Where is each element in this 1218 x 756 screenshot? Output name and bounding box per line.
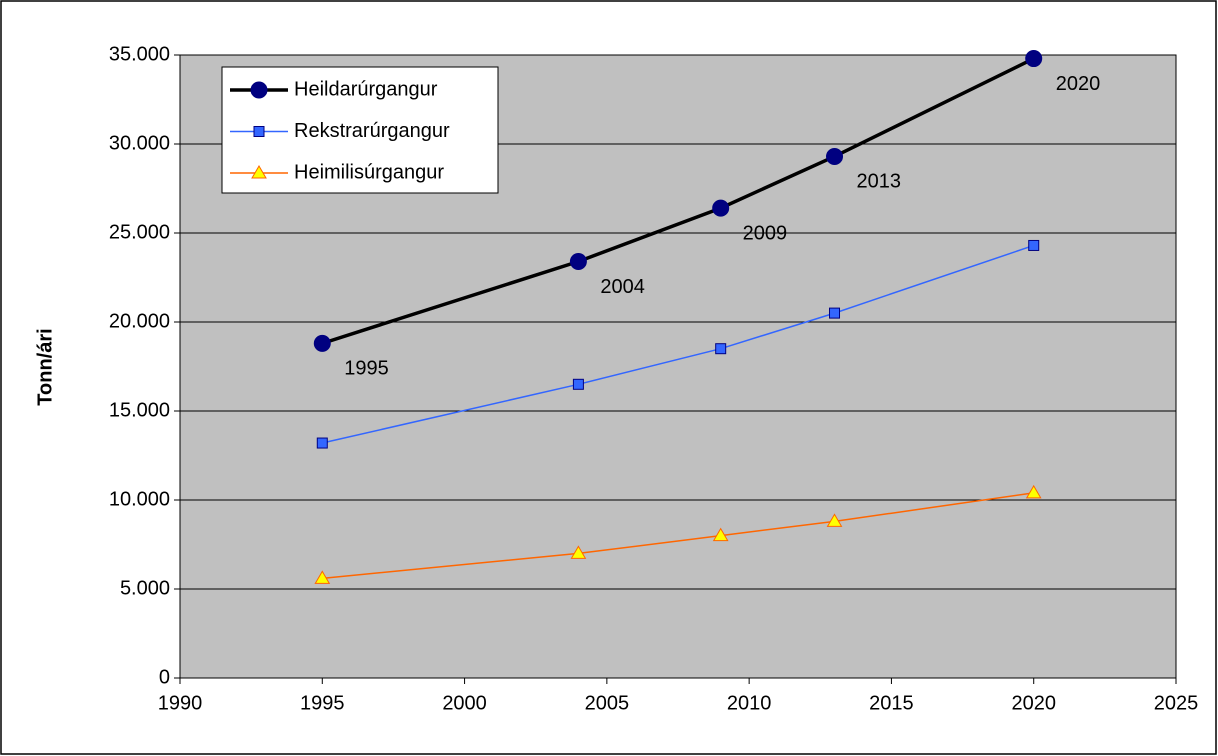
marker — [313, 334, 331, 352]
y-tick-label: 20.000 — [109, 310, 170, 332]
marker — [253, 126, 265, 137]
x-tick-label: 1995 — [300, 692, 345, 714]
marker — [572, 378, 584, 390]
point-annotation: 2013 — [857, 171, 902, 193]
y-tick-label: 0 — [159, 666, 170, 688]
x-tick-label: 2015 — [869, 692, 914, 714]
marker — [826, 147, 844, 165]
y-axis-label: Tonn/ári — [34, 328, 56, 405]
marker — [712, 199, 730, 217]
marker — [1028, 239, 1040, 251]
marker — [569, 252, 587, 270]
marker — [1025, 484, 1042, 499]
point-annotation: 2004 — [600, 276, 645, 298]
point-annotation: 2020 — [1056, 73, 1101, 95]
marker — [570, 545, 587, 559]
x-tick-label: 2010 — [727, 692, 772, 714]
marker — [829, 307, 841, 319]
y-tick-label: 35.000 — [109, 43, 170, 65]
legend-label: Heimilisúrgangur — [294, 161, 444, 183]
x-tick-label: 2020 — [1011, 692, 1056, 714]
x-tick-label: 1990 — [158, 692, 203, 714]
y-tick-label: 5.000 — [120, 577, 170, 599]
point-annotation: 2009 — [743, 222, 788, 244]
marker — [316, 437, 328, 449]
x-tick-label: 2025 — [1154, 692, 1199, 714]
marker — [712, 527, 729, 542]
marker — [715, 343, 727, 355]
y-tick-label: 15.000 — [109, 399, 170, 421]
legend: Heildarúrgangur Rekstrarúrgangur Heimilisú… — [221, 66, 499, 194]
marker — [251, 165, 267, 179]
plot-frame — [179, 54, 1177, 679]
y-tick-label: 10.000 — [109, 488, 170, 510]
marker — [314, 570, 331, 584]
legend-label: Rekstrarúrgangur — [294, 120, 450, 142]
legend-box — [221, 66, 499, 194]
legend-label: Heildarúrgangur — [294, 78, 438, 100]
x-tick-label: 2000 — [442, 692, 487, 714]
y-tick-label: 30.000 — [109, 132, 170, 154]
point-annotation: 1995 — [344, 358, 389, 380]
x-tick-label: 2005 — [585, 692, 630, 714]
marker — [1025, 50, 1043, 68]
marker — [826, 513, 843, 527]
y-tick-label: 25.000 — [109, 221, 170, 243]
marker — [250, 81, 268, 99]
